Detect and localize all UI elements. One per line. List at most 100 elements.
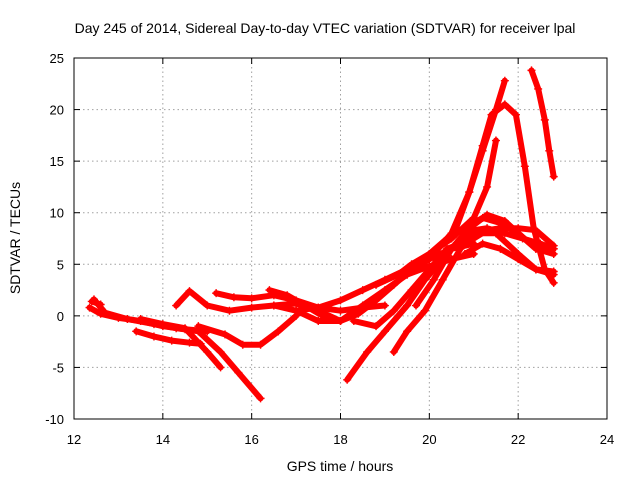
x-tick-label: 18	[333, 432, 347, 447]
data-point-marker	[221, 330, 230, 339]
series-sat-8	[194, 311, 301, 349]
series-line	[404, 251, 477, 278]
data-point-marker	[527, 66, 536, 75]
series-sat-5	[136, 314, 225, 372]
data-point-marker	[203, 301, 212, 310]
data-point-marker	[403, 301, 412, 310]
x-tick-label: 22	[511, 432, 525, 447]
y-tick-label: -5	[52, 360, 64, 375]
data-point-marker	[465, 188, 474, 197]
data-point-marker	[478, 239, 487, 248]
axis-ticks	[73, 57, 608, 420]
data-point-marker	[549, 267, 558, 276]
data-point-marker	[181, 324, 190, 333]
data-point-marker	[363, 347, 372, 356]
data-point-marker	[238, 340, 247, 349]
data-point-marker	[483, 182, 492, 191]
data-point-marker	[314, 317, 323, 326]
data-point-marker	[407, 260, 416, 269]
data-point-marker	[443, 234, 452, 243]
data-point-marker	[265, 286, 274, 295]
data-point-marker	[247, 294, 256, 303]
data-point-marker	[185, 287, 194, 296]
x-axis-label: GPS time / hours	[287, 458, 394, 474]
y-tick-label: 15	[50, 154, 64, 169]
data-point-marker	[534, 84, 543, 93]
data-point-marker	[511, 110, 520, 119]
data-point-marker	[216, 363, 225, 372]
x-tick-label: 16	[244, 432, 258, 447]
data-point-marker	[491, 136, 500, 145]
data-point-marker	[372, 322, 381, 331]
data-point-marker	[469, 229, 478, 238]
data-point-marker	[256, 394, 265, 403]
data-point-marker	[314, 303, 323, 312]
data-point-marker	[349, 317, 358, 326]
data-point-marker	[380, 301, 389, 310]
data-point-marker	[540, 115, 549, 124]
data-point-marker	[132, 327, 141, 336]
data-point-marker	[425, 249, 434, 258]
data-point-marker	[549, 172, 558, 181]
data-point-marker	[203, 347, 212, 356]
y-tick-label: 20	[50, 103, 64, 118]
data-point-marker	[136, 314, 145, 323]
data-point-marker	[336, 317, 345, 326]
grid	[74, 58, 607, 419]
data-point-marker	[456, 244, 465, 253]
data-point-marker	[447, 244, 456, 253]
data-point-marker	[292, 306, 301, 315]
data-point-marker	[500, 76, 509, 85]
data-point-marker	[96, 300, 105, 309]
data-point-marker	[420, 306, 429, 315]
data-point-marker	[496, 219, 505, 228]
series-line	[195, 312, 300, 348]
data-point-marker	[460, 249, 469, 258]
data-point-marker	[451, 224, 460, 233]
data-point-marker	[487, 110, 496, 119]
data-series	[85, 66, 558, 403]
data-point-marker	[167, 336, 176, 345]
data-point-marker	[389, 347, 398, 356]
data-point-marker	[123, 314, 132, 323]
data-point-marker	[429, 275, 438, 284]
data-point-marker	[403, 270, 412, 279]
data-point-marker	[372, 280, 381, 289]
series-sat-4	[132, 327, 205, 348]
y-tick-label: 25	[50, 51, 64, 66]
data-point-marker	[247, 303, 256, 312]
data-point-marker	[478, 213, 487, 222]
series-sat-10	[269, 76, 509, 326]
y-tick-labels: -10 -5 0 5 10 15 20 25	[45, 51, 64, 427]
data-point-marker	[407, 286, 416, 295]
data-point-marker	[229, 293, 238, 302]
x-tick-labels: 12 14 16 18 20 22 24	[67, 432, 614, 447]
series-sat-17	[372, 213, 558, 289]
data-point-marker	[500, 100, 509, 109]
data-point-marker	[256, 340, 265, 349]
data-point-marker	[358, 286, 367, 295]
data-point-marker	[172, 301, 181, 310]
series-sat-16	[403, 249, 478, 279]
series-line	[270, 77, 508, 324]
data-point-marker	[403, 327, 412, 336]
data-point-marker	[412, 301, 421, 310]
y-tick-label: 5	[57, 257, 64, 272]
data-point-marker	[336, 306, 345, 315]
data-point-marker	[447, 255, 456, 264]
y-tick-label: 0	[57, 309, 64, 324]
x-tick-label: 24	[600, 432, 614, 447]
data-point-marker	[149, 332, 158, 341]
data-point-marker	[212, 289, 221, 298]
x-tick-label: 12	[67, 432, 81, 447]
x-tick-label: 14	[156, 432, 170, 447]
data-point-marker	[274, 327, 283, 336]
series-line	[453, 101, 557, 286]
data-point-marker	[216, 347, 225, 356]
chart-title: Day 245 of 2014, Sidereal Day-to-day VTE…	[75, 20, 576, 36]
data-point-marker	[531, 265, 540, 274]
data-point-marker	[234, 368, 243, 377]
data-point-marker	[343, 375, 352, 384]
data-point-marker	[194, 322, 203, 331]
data-point-marker	[158, 320, 167, 329]
